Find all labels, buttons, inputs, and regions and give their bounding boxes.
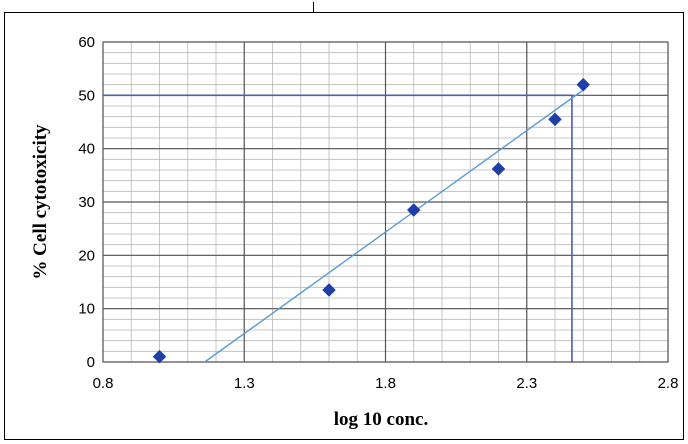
y-tick-label: 0	[87, 354, 95, 371]
x-tick-label: 2.3	[516, 375, 537, 392]
x-tick-label: 0.8	[93, 375, 114, 392]
y-tick-label: 40	[78, 141, 95, 158]
x-tick-label: 2.8	[658, 375, 679, 392]
y-tick-label: 30	[78, 194, 95, 211]
data-points	[152, 77, 591, 364]
plot-border	[102, 41, 669, 363]
y-tick-label: 10	[78, 301, 95, 318]
trendline	[204, 89, 584, 363]
x-axis-title: log 10 conc.	[334, 409, 428, 430]
data-point	[322, 283, 336, 297]
y-tick-label: 50	[78, 87, 95, 104]
data-point	[491, 162, 506, 176]
chart-frame	[4, 12, 684, 440]
y-tick-label: 60	[78, 34, 95, 51]
y-tick-labels: 0 10 20 30 40 50 60	[78, 34, 95, 371]
data-point	[548, 112, 562, 127]
x-tick-label: 1.8	[375, 375, 396, 392]
x-tick-label: 1.3	[234, 375, 255, 392]
trendline-group	[204, 89, 584, 363]
data-point	[152, 349, 167, 364]
top-tick-mark	[313, 2, 314, 13]
axes	[102, 41, 669, 363]
y-axis-title: % Cell cytotoxicity	[30, 124, 51, 280]
data-point	[406, 203, 421, 217]
x-tick-labels: 0.8 1.3 1.8 2.3 2.8	[93, 375, 679, 392]
reference-lines	[103, 94, 573, 362]
y-tick-label: 20	[78, 247, 95, 264]
data-point	[576, 77, 591, 92]
